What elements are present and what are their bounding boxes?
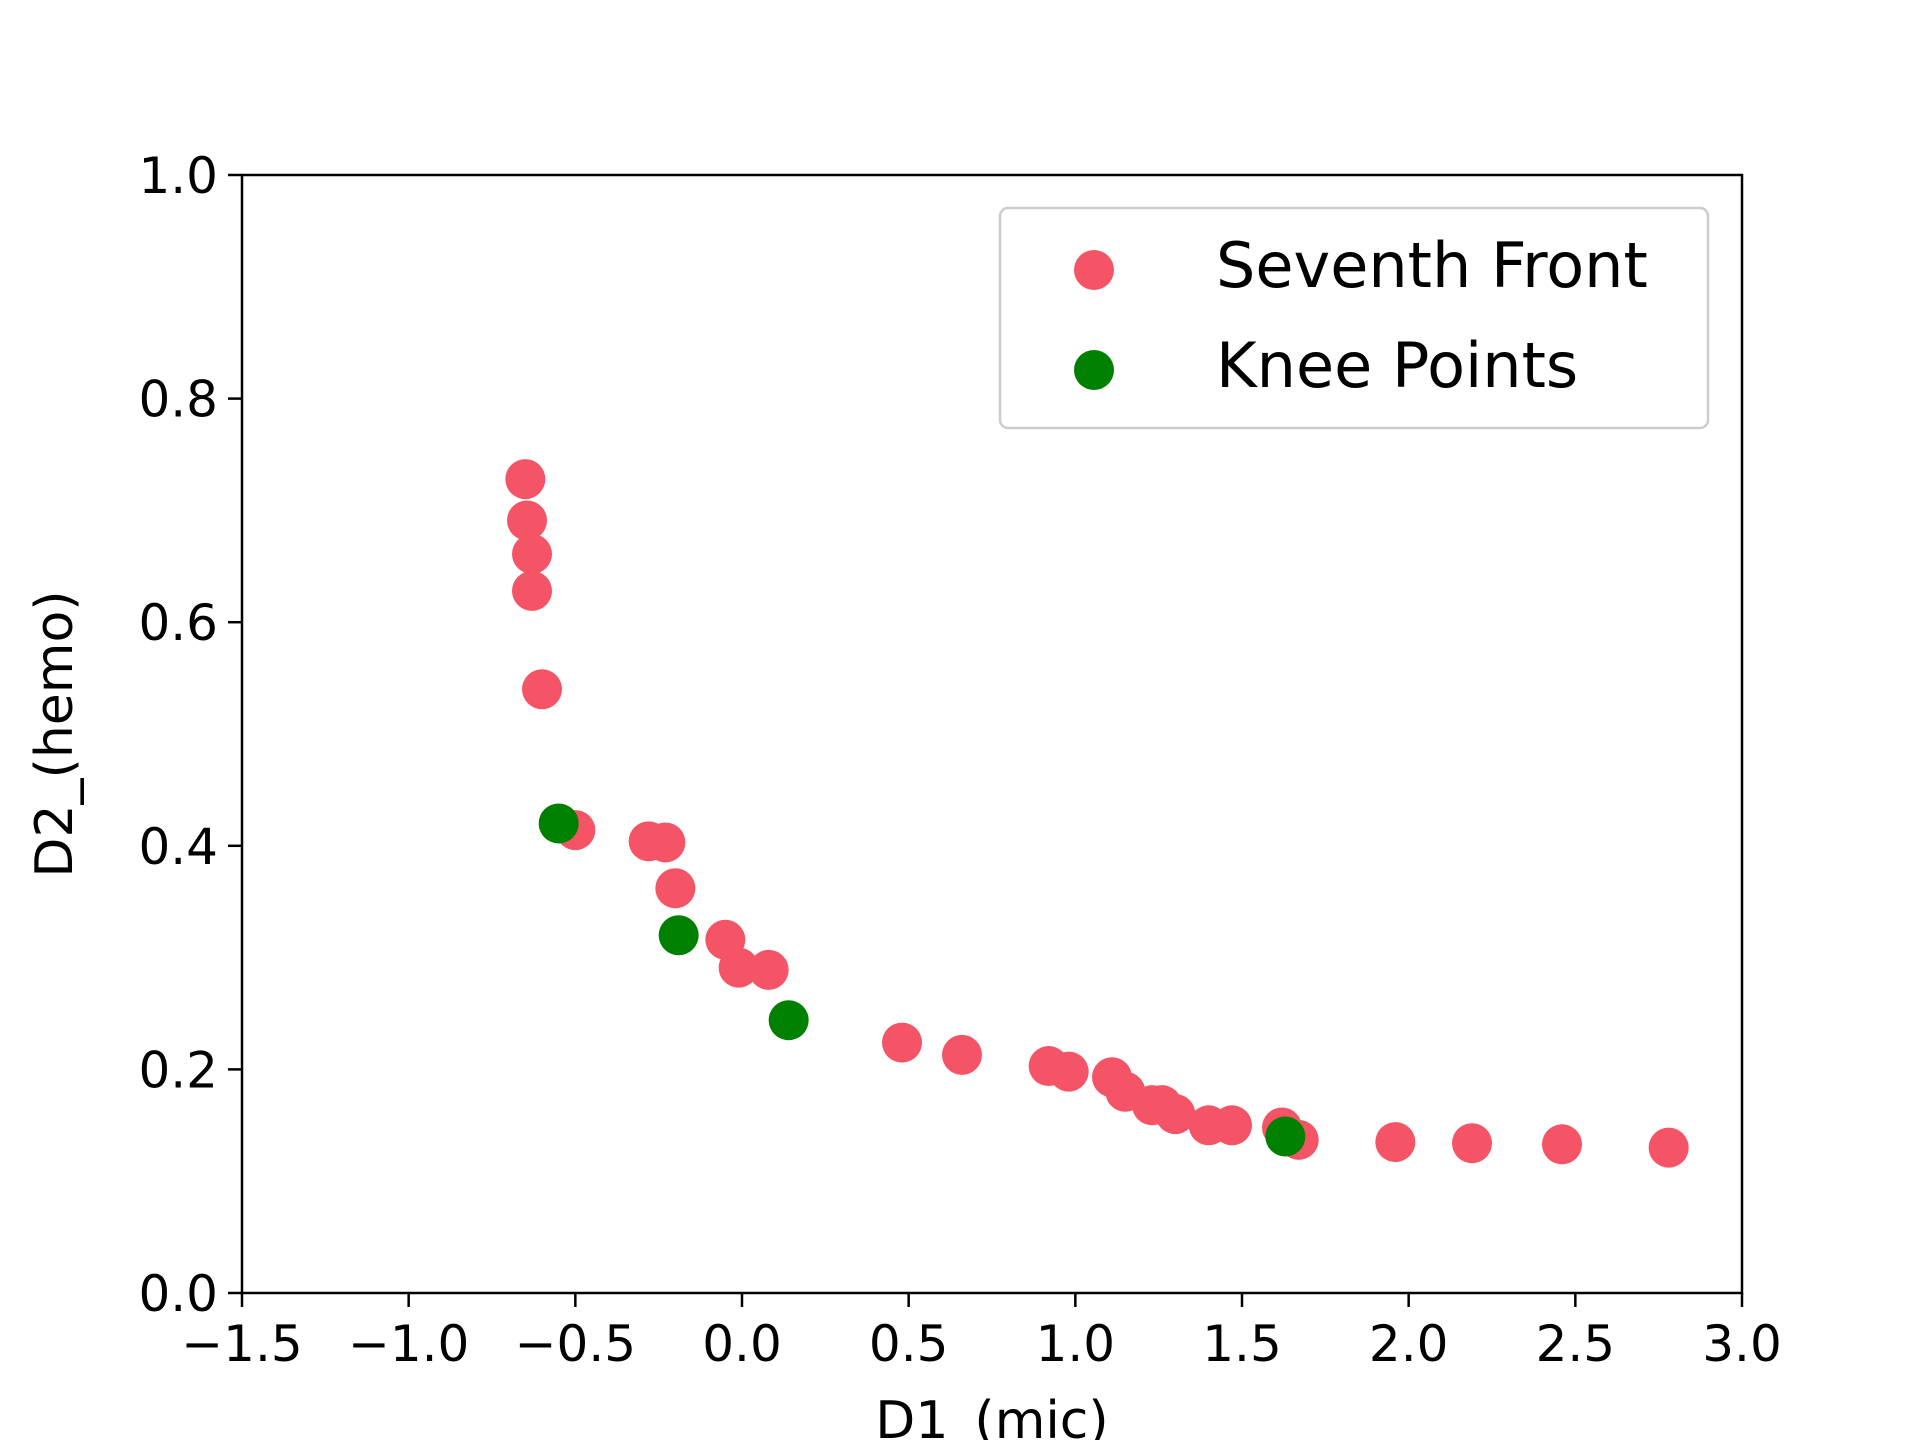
legend: Seventh Front Knee Points [998,206,1710,430]
seventh-front-point [1212,1105,1252,1146]
seventh-front-point [1375,1122,1416,1163]
x-tick-label: 3.0 [1702,1315,1782,1373]
x-tick-label: 0.5 [869,1315,949,1373]
seventh-front-point [507,500,547,541]
plot-area-frame [240,173,1744,1295]
seventh-front-point [512,570,552,611]
x-tick-label: 0.0 [702,1315,782,1373]
seventh-front-point [1155,1094,1196,1135]
seventh-front-point [505,459,546,500]
y-tick-label: 1.0 [138,147,218,205]
knee-point [658,915,699,956]
y-tick-label: 0.6 [138,594,218,652]
seventh-front-point [748,949,789,990]
legend-box [998,206,1710,430]
legend-marker-seventh-front [1074,250,1114,290]
y-axis-title: D2_(hemo) [25,590,85,877]
legend-marker-knee-points [1074,350,1114,390]
x-tick-label: 1.5 [1202,1315,1282,1373]
y-tick-label: 0.8 [138,371,218,429]
seventh-front-point [1048,1051,1089,1092]
knee-point [1265,1116,1306,1157]
seventh-front-point [882,1022,922,1063]
seventh-front-point [1452,1123,1492,1164]
x-axis-title: D1_(mic) [875,1391,1108,1440]
y-tick-label: 0.0 [138,1265,218,1323]
legend-label-seventh-front: Seventh Front [1216,229,1648,302]
x-tick-label: −0.5 [515,1315,636,1373]
axis-ticks: −1.5 −1.0 −0.5 0.0 0.5 1.0 1.5 2.0 2.5 3.0 0.0 0.2 0… [138,147,1781,1373]
y-tick-label: 0.2 [138,1041,218,1099]
seventh-front-point [942,1034,982,1075]
seventh-front-point [1542,1124,1582,1165]
y-tick-label: 0.4 [138,818,218,876]
points-layer [505,459,1689,1168]
x-tick-label: 2.5 [1536,1315,1616,1373]
seventh-front-point [718,947,759,988]
knee-point [768,1000,809,1041]
seventh-front-point [1648,1127,1689,1168]
seventh-front-point [512,534,552,575]
x-tick-label: 2.0 [1369,1315,1449,1373]
seventh-front-point [655,868,696,909]
x-tick-label: 1.0 [1036,1315,1116,1373]
legend-label-knee-points: Knee Points [1216,329,1578,402]
x-tick-label: −1.0 [348,1315,469,1373]
knee-point [538,803,579,844]
seventh-front-point [645,822,686,863]
x-tick-label: −1.5 [181,1315,302,1373]
seventh-front-point [522,669,562,710]
